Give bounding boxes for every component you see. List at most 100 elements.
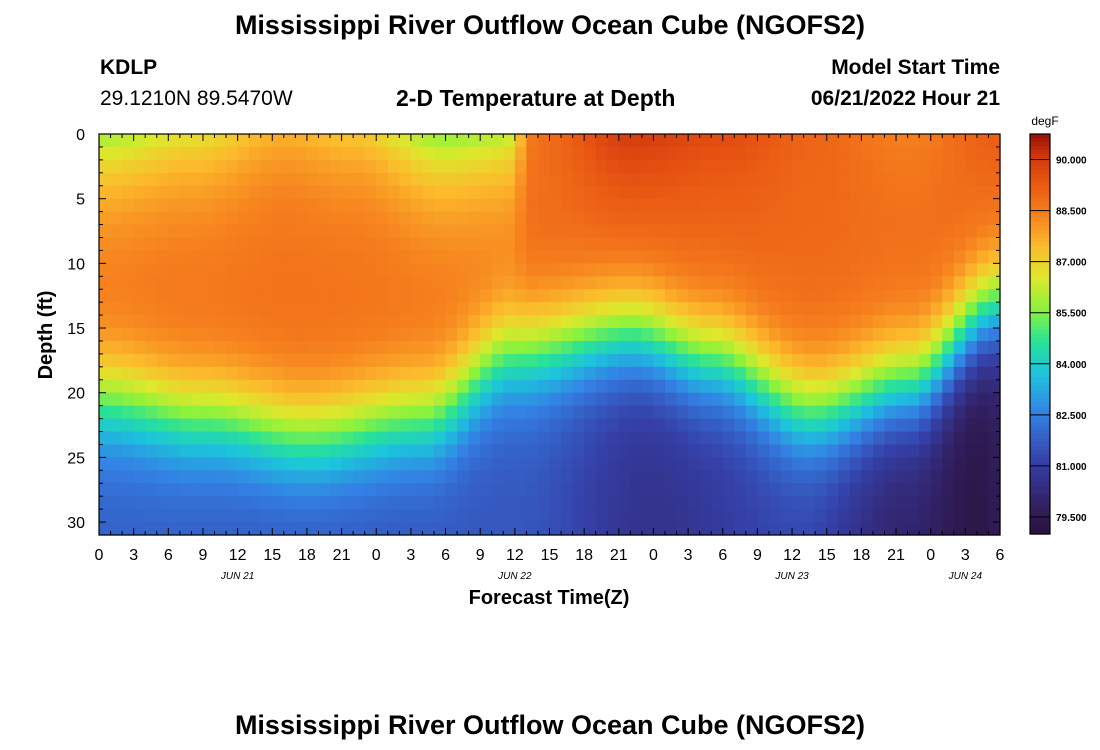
heatmap-cell [122, 457, 135, 471]
heatmap-cell [537, 237, 551, 252]
heatmap-cell [572, 418, 585, 433]
heatmap-cell [491, 328, 504, 342]
heatmap-cell [653, 379, 666, 394]
heatmap-cell [965, 185, 978, 200]
heatmap-cell [826, 263, 839, 277]
heatmap-cell [884, 509, 897, 523]
heatmap-cell [641, 366, 655, 381]
heatmap-cell [699, 340, 712, 355]
heatmap-cell [260, 457, 273, 471]
heatmap-cell [630, 328, 643, 342]
heatmap-cell [711, 134, 724, 148]
heatmap-cell [607, 302, 620, 316]
heatmap-cell [468, 431, 481, 446]
heatmap-cell [306, 522, 320, 536]
heatmap-cell [896, 379, 909, 394]
heatmap-cell [595, 276, 608, 290]
heatmap-cell [988, 379, 1001, 394]
colorbar-swatch [1030, 306, 1050, 311]
heatmap-cell [537, 340, 551, 355]
heatmap-cell [468, 276, 481, 290]
heatmap-cell [376, 379, 389, 394]
heatmap-cell [514, 172, 527, 187]
heatmap-cell [410, 340, 424, 355]
heatmap-cell [318, 483, 331, 497]
heatmap-cell [283, 211, 296, 226]
heatmap-cell [214, 405, 227, 420]
heatmap-cell [826, 444, 839, 458]
heatmap-cell [226, 444, 239, 458]
heatmap-cell [168, 444, 181, 458]
heatmap-cell [480, 172, 493, 187]
heatmap-cell [122, 496, 135, 510]
heatmap-cell [330, 392, 343, 407]
heatmap-cell [930, 431, 943, 446]
heatmap-cell [838, 509, 851, 523]
heatmap-cell [641, 328, 655, 342]
heatmap-cell [653, 444, 666, 458]
heatmap-cell [99, 134, 112, 148]
heatmap-cell [480, 302, 493, 316]
heatmap-cell [168, 224, 181, 239]
heatmap-cell [792, 185, 805, 200]
heatmap-cell [745, 276, 759, 290]
heatmap-cell [734, 444, 747, 458]
heatmap-cell [676, 172, 689, 187]
heatmap-cell [156, 522, 169, 536]
heatmap-cell [526, 522, 539, 536]
heatmap-cell [99, 353, 112, 368]
heatmap-cell [561, 302, 574, 316]
heatmap-cell [295, 172, 308, 187]
heatmap-cell [226, 328, 239, 342]
heatmap-cell [503, 289, 516, 303]
heatmap-cell [410, 159, 424, 174]
heatmap-cell [884, 302, 897, 316]
heatmap-cell [249, 522, 262, 536]
heatmap-cell [526, 224, 539, 239]
heatmap-cell [930, 172, 943, 187]
heatmap-cell [861, 185, 874, 200]
heatmap-cell [976, 483, 990, 497]
heatmap-cell [976, 444, 990, 458]
heatmap-cell [318, 276, 331, 290]
heatmap-cell [202, 146, 216, 161]
heatmap-cell [226, 302, 239, 316]
heatmap-cell [976, 172, 990, 187]
heatmap-cell [387, 328, 400, 342]
colorbar-swatch [1030, 202, 1050, 207]
heatmap-cell [249, 315, 262, 329]
heatmap-cell [457, 431, 470, 446]
heatmap-cell [353, 379, 366, 394]
heatmap-cell [457, 263, 470, 277]
heatmap-cell [768, 366, 782, 381]
heatmap-cell [514, 237, 527, 252]
heatmap-cell [457, 483, 470, 497]
heatmap-cell [364, 457, 377, 471]
heatmap-cell [353, 159, 366, 174]
heatmap-cell [919, 289, 932, 303]
heatmap-cell [826, 185, 839, 200]
y-tick-label: 25 [67, 450, 85, 467]
heatmap-cell [156, 159, 169, 174]
heatmap-cell [665, 159, 678, 174]
heatmap-cell [214, 509, 227, 523]
heatmap-cell [295, 405, 308, 420]
heatmap-cell [249, 146, 262, 161]
heatmap-cell [907, 418, 920, 433]
heatmap-cell [549, 263, 562, 277]
heatmap-cell [179, 315, 193, 329]
heatmap-cell [191, 392, 204, 407]
heatmap-cell [711, 444, 724, 458]
heatmap-cell [976, 328, 990, 342]
heatmap-cell [826, 470, 839, 484]
heatmap-cell [711, 353, 724, 368]
heatmap-cell [965, 509, 978, 523]
heatmap-cell [965, 250, 978, 264]
heatmap-cell [826, 353, 839, 368]
heatmap-cell [595, 418, 608, 433]
heatmap-cell [641, 509, 655, 523]
heatmap-cell [792, 315, 805, 329]
heatmap-cell [237, 302, 250, 316]
heatmap-cell [919, 302, 932, 316]
heatmap-cell [618, 470, 631, 484]
